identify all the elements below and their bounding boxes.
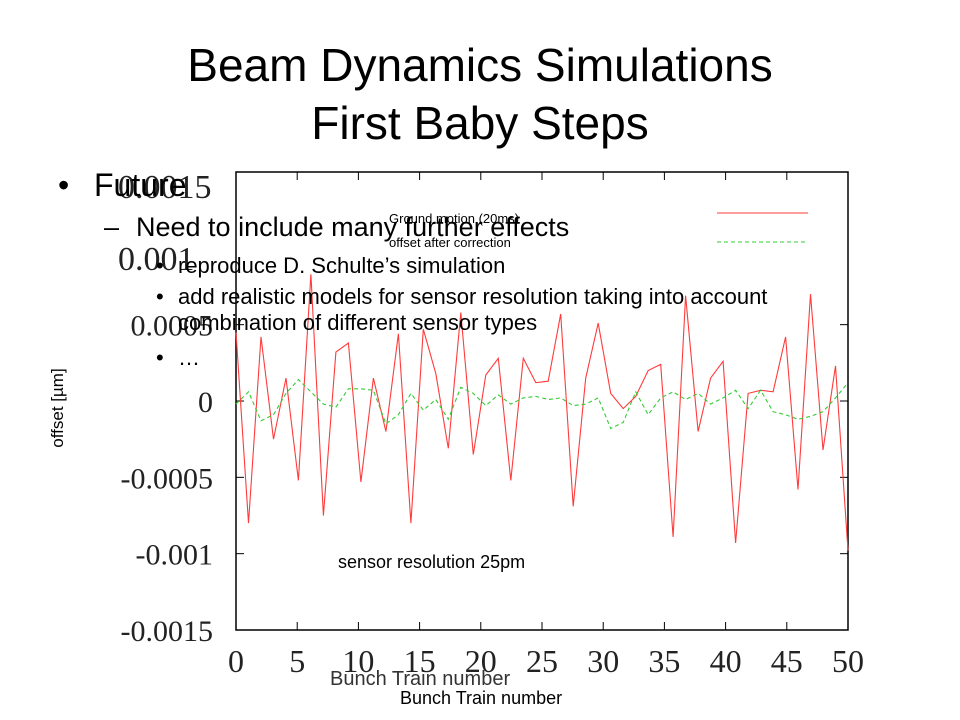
x-tick-label: 5 <box>289 643 305 679</box>
x-tick-label: 35 <box>648 643 680 679</box>
x-tick-label: 50 <box>832 643 864 679</box>
x-tick-label: 15 <box>404 643 436 679</box>
x-axis-label-ghost: Bunch Train number <box>330 668 511 690</box>
y-tick-label: -0.0005 <box>121 462 214 495</box>
annotation-sensor-resolution: sensor resolution 25pm <box>338 552 526 572</box>
y-tick-label: 0 <box>198 386 213 419</box>
slide-title-line-1: Beam Dynamics Simulations <box>187 39 773 91</box>
x-ticks-group: 0 5 10 15 20 25 30 35 40 45 50 <box>228 172 864 679</box>
bullet-marker-future: • <box>58 167 70 203</box>
x-tick-label: 20 <box>465 643 497 679</box>
bullet-marker-realistic: • <box>156 284 164 309</box>
y-axis-label: offset [µm] <box>48 368 67 448</box>
y-tick-label: -0.001 <box>136 539 214 572</box>
y-tick-label: 0.0005 <box>131 310 214 343</box>
bullet-need-effects: Need to include many further effects <box>136 212 570 242</box>
x-tick-label: 30 <box>587 643 619 679</box>
x-tick-label: 25 <box>526 643 558 679</box>
x-tick-label: 10 <box>342 643 374 679</box>
bullet-marker-dash: – <box>104 212 120 242</box>
slide-title-line-2: First Baby Steps <box>311 97 649 149</box>
series-line-offset-after-correction <box>235 378 849 430</box>
bullet-marker-reproduce: • <box>156 253 164 278</box>
bullet-future: Future <box>94 167 187 203</box>
y-tick-ghost: 0.0015 <box>118 169 212 206</box>
series-group <box>235 274 849 551</box>
x-tick-label: 45 <box>771 643 803 679</box>
bullet-ellipsis: … <box>178 345 200 370</box>
bullet-realistic-line-2: combination of different sensor types <box>178 310 538 335</box>
series-line-ground-motion <box>235 274 849 551</box>
x-axis-label: Bunch Train number <box>400 688 563 708</box>
y-tick-ghost-2: 0.001 <box>118 241 195 278</box>
legend-label-offset-after-correction: offset after correction <box>389 235 511 250</box>
legend-label-ground-motion: Ground motion (20ms) <box>389 211 519 226</box>
bullet-marker-ellipsis: • <box>156 345 164 370</box>
x-tick-label: 0 <box>228 643 244 679</box>
x-tick-label: 40 <box>710 643 742 679</box>
legend: Ground motion (20ms) offset after correc… <box>389 211 808 250</box>
bullet-reproduce: reproduce D. Schulte’s simulation <box>178 253 506 278</box>
y-tick-label: -0.0015 <box>121 615 214 648</box>
bullet-realistic-line-1: add realistic models for sensor resoluti… <box>178 284 768 309</box>
y-ticks-group: 0.0005 0 -0.0005 -0.001 -0.0015 <box>121 310 848 648</box>
